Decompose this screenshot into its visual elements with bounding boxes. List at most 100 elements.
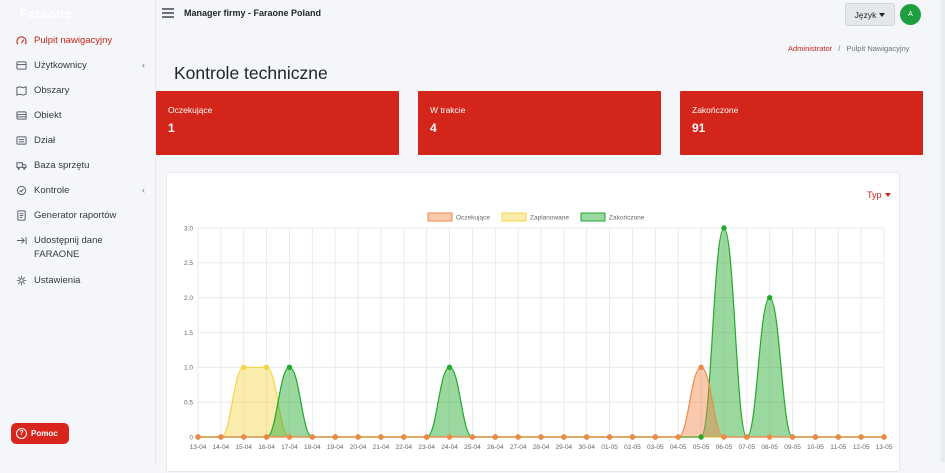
y-tick-label: 1.5: [184, 330, 193, 337]
card-zakonczone[interactable]: Zakończone 91: [680, 91, 923, 155]
sidebar-item-uzytkownicy[interactable]: Użytkownicy ‹: [4, 59, 151, 84]
caret-down-icon: [879, 12, 886, 17]
app-title: Manager firmy - Faraone Poland: [184, 8, 322, 18]
chevron-left-icon: ‹: [142, 60, 145, 70]
sidebar-item-dzial[interactable]: Dział: [4, 134, 151, 159]
card-oczekujace[interactable]: Oczekujące 1: [156, 91, 399, 155]
data-point-zaplanowane: [241, 364, 247, 371]
x-tick-label: 08-05: [761, 444, 778, 451]
x-tick-label: 11-05: [830, 444, 847, 451]
x-tick-label: 17-04: [281, 444, 298, 451]
data-point-oczekujace: [286, 434, 293, 440]
x-tick-label: 19-04: [327, 444, 344, 451]
data-point-zakonczone: [698, 434, 704, 440]
sidebar-item-generator-raportow[interactable]: Generator raportów: [4, 209, 151, 234]
data-point-oczekujace: [629, 434, 636, 440]
user-avatar[interactable]: A: [900, 4, 921, 25]
department-icon: [12, 134, 30, 146]
data-point-oczekujace: [858, 434, 864, 440]
data-point-oczekujace: [881, 434, 887, 440]
x-tick-label: 15-04: [235, 444, 252, 451]
sidebar-item-udostepnij-dane-faraone[interactable]: Udostępnij dane FARAONE: [4, 234, 151, 274]
data-point-oczekujace: [401, 434, 407, 440]
data-point-oczekujace: [195, 434, 201, 440]
data-point-oczekujace: [789, 434, 796, 440]
data-point-oczekujace: [423, 434, 430, 440]
help-button-label: Pomoc: [31, 429, 58, 438]
sidebar-item-label: Obszary: [34, 85, 70, 96]
share-icon: [12, 234, 30, 246]
language-dropdown[interactable]: Język: [845, 3, 895, 26]
sidebar-item-label: Użytkownicy: [34, 60, 87, 71]
breadcrumb-root-link[interactable]: Administrator: [788, 44, 833, 53]
x-tick-label: 12-05: [853, 444, 870, 451]
type-dropdown-label: Typ: [867, 190, 882, 200]
sidebar: Faraone Pulpit nawigacyjny Użytkownicy ‹ Ob…: [0, 0, 156, 462]
x-tick-label: 02-05: [624, 444, 641, 451]
series-area-zakonczone: [198, 228, 884, 437]
x-tick-label: 05-05: [693, 444, 710, 451]
x-tick-label: 24-04: [441, 444, 458, 451]
y-tick-label: 0.5: [184, 399, 193, 406]
hamburger-menu-icon[interactable]: [162, 8, 174, 18]
x-tick-label: 23-04: [418, 444, 435, 451]
sidebar-item-label: Dział: [34, 135, 56, 146]
sidebar-item-label: Udostępnij dane FARAONE: [34, 235, 103, 260]
x-tick-label: 09-05: [784, 444, 801, 451]
x-tick-label: 13-05: [876, 444, 893, 451]
gauge-icon: [12, 34, 30, 46]
sidebar-item-pulpit-nawigacyjny[interactable]: Pulpit nawigacyjny: [4, 34, 151, 59]
language-label: Język: [854, 9, 877, 20]
data-point-oczekujace: [812, 434, 819, 440]
brand-logo[interactable]: Faraone: [20, 6, 72, 21]
sidebar-item-kontrole[interactable]: Kontrole ‹: [4, 184, 151, 209]
inspections-chart: 0 0.5 1.0 1.5 2.0 2.5 3.0 13-04 14-04 15-04 16-04 1…: [184, 212, 893, 451]
card-value: 91: [692, 121, 706, 135]
series-area-zaplanowane: [198, 367, 884, 437]
x-tick-label: 29-04: [556, 444, 573, 451]
sidebar-item-ustawienia[interactable]: Ustawienia: [4, 274, 151, 299]
data-point-oczekujace: [835, 434, 841, 440]
legend-swatch-zaplanowane: [501, 212, 527, 222]
data-point-oczekujace: [469, 434, 476, 440]
data-point-oczekujace: [218, 434, 224, 440]
sidebar-item-baza-sprzetu[interactable]: Baza sprzętu: [4, 159, 151, 184]
sidebar-item-label: Kontrole: [34, 185, 70, 196]
truck-icon: [12, 159, 30, 171]
x-tick-label: 01-05: [601, 444, 618, 451]
card-w-trakcie[interactable]: W trakcie 4: [418, 91, 661, 155]
help-button[interactable]: ? Pomoc: [11, 423, 69, 444]
data-point-oczekujace: [606, 434, 613, 440]
data-point-oczekujace: [355, 434, 361, 440]
x-tick-label: 10-05: [807, 444, 824, 451]
data-point-oczekujace: [698, 364, 704, 371]
x-tick-label: 25-04: [464, 444, 481, 451]
users-icon: [12, 59, 30, 71]
topbar: Manager firmy - Faraone Poland Język A: [156, 0, 945, 28]
data-point-oczekujace: [492, 434, 498, 440]
question-icon: ?: [16, 428, 27, 439]
x-tick-label: 13-04: [190, 444, 207, 451]
report-icon: [12, 209, 30, 221]
x-tick-label: 16-04: [258, 444, 275, 451]
type-dropdown[interactable]: Typ: [867, 190, 891, 200]
x-tick-label: 03-05: [647, 444, 664, 451]
sidebar-item-label: Ustawienia: [34, 275, 81, 286]
x-tick-label: 26-04: [487, 444, 504, 451]
data-point-oczekujace: [332, 434, 338, 440]
sidebar-item-obiekt[interactable]: Obiekt: [4, 109, 151, 134]
legend-label-zaplanowane: Zaplanowane: [530, 215, 569, 222]
data-point-oczekujace: [241, 434, 247, 440]
legend-label-zakonczone: Zakończone: [609, 215, 645, 222]
data-point-oczekujace: [538, 434, 544, 440]
checklist-icon: [12, 184, 30, 196]
sidebar-item-obszary[interactable]: Obszary: [4, 84, 151, 109]
data-point-oczekujace: [652, 434, 659, 440]
x-tick-label: 27-04: [510, 444, 527, 451]
data-point-zakonczone: [766, 294, 773, 301]
data-point-zaplanowane: [263, 364, 270, 371]
card-label: Oczekujące: [168, 105, 213, 115]
scrollbar[interactable]: [941, 0, 945, 462]
legend-label-oczekujace: Oczekujące: [456, 215, 490, 222]
page-title: Kontrole techniczne: [174, 63, 328, 83]
